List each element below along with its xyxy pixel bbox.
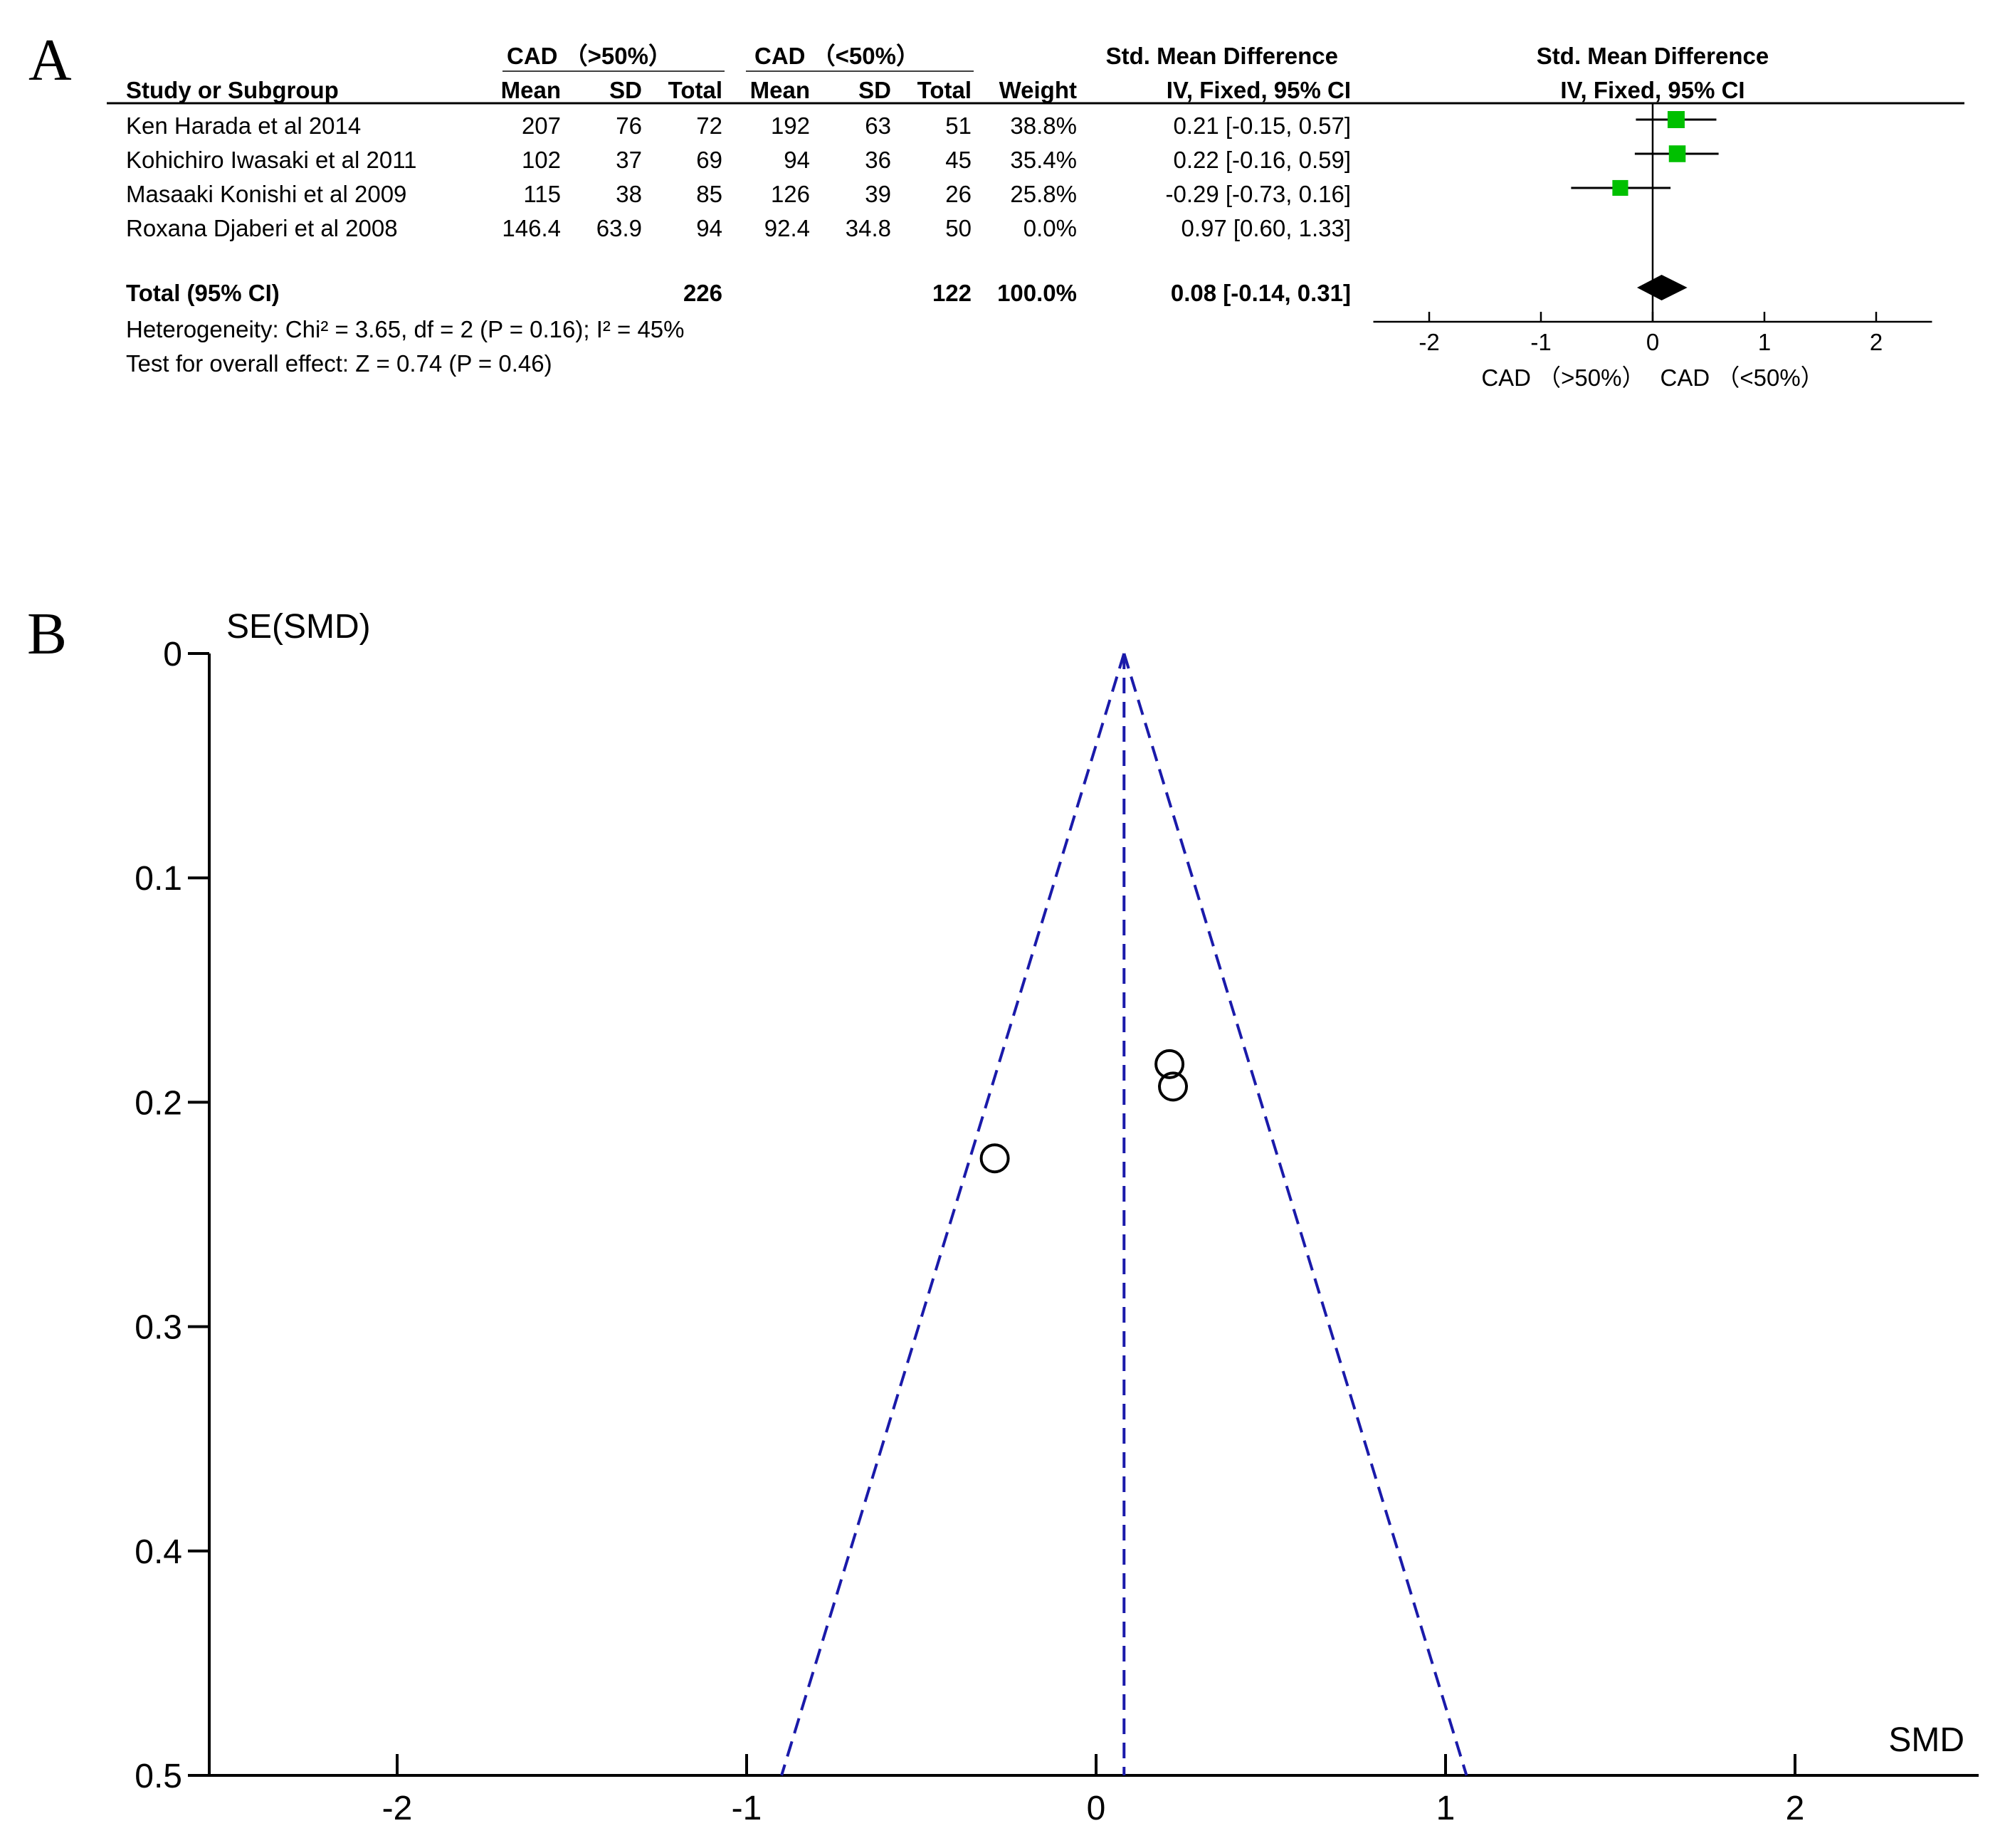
total2-cell: 26: [945, 181, 972, 207]
weight-cell: 0.0%: [1023, 215, 1077, 241]
funnel-y-tick-label: 0.4: [135, 1533, 182, 1571]
total2-cell: 51: [945, 112, 972, 139]
mean1-cell: 115: [523, 181, 561, 207]
study-row: Masaaki Konishi et al 2009 115 38 85 126…: [126, 181, 1351, 207]
sd2-cell: 36: [865, 147, 891, 173]
total1-cell: 85: [696, 181, 722, 207]
heterogeneity-text: Heterogeneity: Chi² = 3.65, df = 2 (P = …: [126, 316, 685, 342]
mean2-cell: 126: [771, 181, 810, 207]
mean1-cell: 146.4: [502, 215, 561, 241]
funnel-y-tick-label: 0.5: [135, 1758, 182, 1795]
ci-cell: -0.29 [-0.73, 0.16]: [1165, 181, 1351, 207]
funnel-plot: 0 0.1 0.2 0.3 0.4 0.5 -2 -1 0 1 2 SE(SMD) SMD: [135, 608, 1979, 1827]
smd-header: Std. Mean Difference: [1106, 43, 1338, 69]
col-sd2: SD: [858, 77, 891, 103]
study-row: Ken Harada et al 2014 207 76 72 192 63 5…: [126, 112, 1351, 139]
mean2-cell: 92.4: [764, 215, 810, 241]
total1-cell: 69: [696, 147, 722, 173]
total-label: Total (95% CI): [126, 280, 280, 306]
study-name: Ken Harada et al 2014: [126, 112, 361, 139]
effect-marker: [1612, 179, 1628, 196]
funnel-x-tick-label: 2: [1786, 1790, 1805, 1827]
total-weight: 100.0%: [997, 280, 1077, 306]
col-mean1: Mean: [501, 77, 561, 103]
weight-cell: 38.8%: [1010, 112, 1077, 139]
funnel-x-tick-label: -1: [732, 1790, 762, 1827]
forest-plot: -2 -1 0 1 2 CAD （>50%） CAD （<50%）: [1373, 103, 1932, 391]
funnel-x-tick-label: -2: [382, 1790, 413, 1827]
forest-tick-label: 2: [1870, 329, 1883, 355]
funnel-y-tick-label: 0.2: [135, 1084, 182, 1122]
study-row: Roxana Djaberi et al 2008 146.4 63.9 94 …: [126, 215, 1351, 241]
y-axis-label: SE(SMD): [226, 608, 371, 646]
study-name: Roxana Djaberi et al 2008: [126, 215, 398, 241]
study-point: [979, 1143, 1010, 1174]
total1-cell: 72: [696, 112, 722, 139]
col-total2: Total: [917, 77, 972, 103]
funnel-ci-left-line: [780, 653, 1126, 1776]
forest-tick-label: -1: [1530, 329, 1551, 355]
panel-a-label: A: [28, 27, 72, 93]
forest-table: CAD （>50%） CAD （<50%） Std. Mean Differen…: [107, 43, 1964, 377]
ci-cell: 0.97 [0.60, 1.33]: [1181, 215, 1351, 241]
total1-cell: 94: [696, 215, 722, 241]
col-weight: Weight: [999, 77, 1077, 103]
ci-cell: 0.21 [-0.15, 0.57]: [1173, 112, 1351, 139]
col-sd1: SD: [609, 77, 642, 103]
funnel-y-tick-label: 0: [163, 636, 182, 673]
group2-header: CAD （<50%）: [754, 43, 920, 69]
funnel-x-tick-label: 1: [1436, 1790, 1456, 1827]
total-row: Total (95% CI) 226 122 100.0% 0.08 [-0.1…: [126, 280, 1351, 306]
forest-tick-label: 0: [1646, 329, 1659, 355]
weight-cell: 35.4%: [1010, 147, 1077, 173]
sd1-cell: 38: [616, 181, 642, 207]
total-ci: 0.08 [-0.14, 0.31]: [1171, 280, 1351, 306]
study-name: Kohichiro Iwasaki et al 2011: [126, 147, 416, 173]
sd1-cell: 76: [616, 112, 642, 139]
col-total1: Total: [668, 77, 722, 103]
col-study: Study or Subgroup: [126, 77, 339, 103]
total1-sum: 226: [683, 280, 722, 306]
mean1-cell: 207: [522, 112, 561, 139]
group1-header: CAD （>50%）: [507, 43, 672, 69]
total2-sum: 122: [932, 280, 972, 306]
funnel-x-tick-label: 0: [1087, 1790, 1106, 1827]
x-axis-label: SMD: [1888, 1721, 1964, 1759]
col-plot-method: IV, Fixed, 95% CI: [1560, 77, 1744, 103]
mean2-cell: 192: [771, 112, 810, 139]
study-name: Masaaki Konishi et al 2009: [126, 181, 406, 207]
total2-cell: 50: [945, 215, 972, 241]
study-point: [1158, 1071, 1189, 1102]
funnel-y-tick-label: 0.3: [135, 1309, 182, 1347]
study-point: [1154, 1049, 1185, 1079]
effect-marker: [1668, 145, 1686, 162]
sd2-cell: 63: [865, 112, 891, 139]
effect-marker: [1667, 111, 1685, 128]
mean2-cell: 94: [784, 147, 810, 173]
funnel-y-tick-label: 0.1: [135, 860, 182, 898]
plot-header: Std. Mean Difference: [1537, 43, 1769, 69]
mean1-cell: 102: [522, 147, 561, 173]
pooled-effect-diamond: [1637, 275, 1688, 300]
panel-b-label: B: [27, 601, 67, 667]
sd2-cell: 39: [865, 181, 891, 207]
ci-cell: 0.22 [-0.16, 0.59]: [1173, 147, 1351, 173]
overall-effect-text: Test for overall effect: Z = 0.74 (P = 0…: [126, 350, 552, 377]
favours-right-label: CAD （<50%）: [1660, 364, 1824, 391]
favours-left-label: CAD （>50%）: [1481, 364, 1645, 391]
sd2-cell: 34.8: [846, 215, 891, 241]
forest-tick-label: -2: [1419, 329, 1439, 355]
forest-tick-label: 1: [1758, 329, 1771, 355]
sd1-cell: 37: [616, 147, 642, 173]
study-row: Kohichiro Iwasaki et al 2011 102 37 69 9…: [126, 147, 1351, 173]
funnel-ci-right-line: [1122, 653, 1468, 1776]
total2-cell: 45: [945, 147, 972, 173]
col-mean2: Mean: [750, 77, 810, 103]
col-smd-method: IV, Fixed, 95% CI: [1167, 77, 1351, 103]
weight-cell: 25.8%: [1010, 181, 1077, 207]
sd1-cell: 63.9: [596, 215, 642, 241]
